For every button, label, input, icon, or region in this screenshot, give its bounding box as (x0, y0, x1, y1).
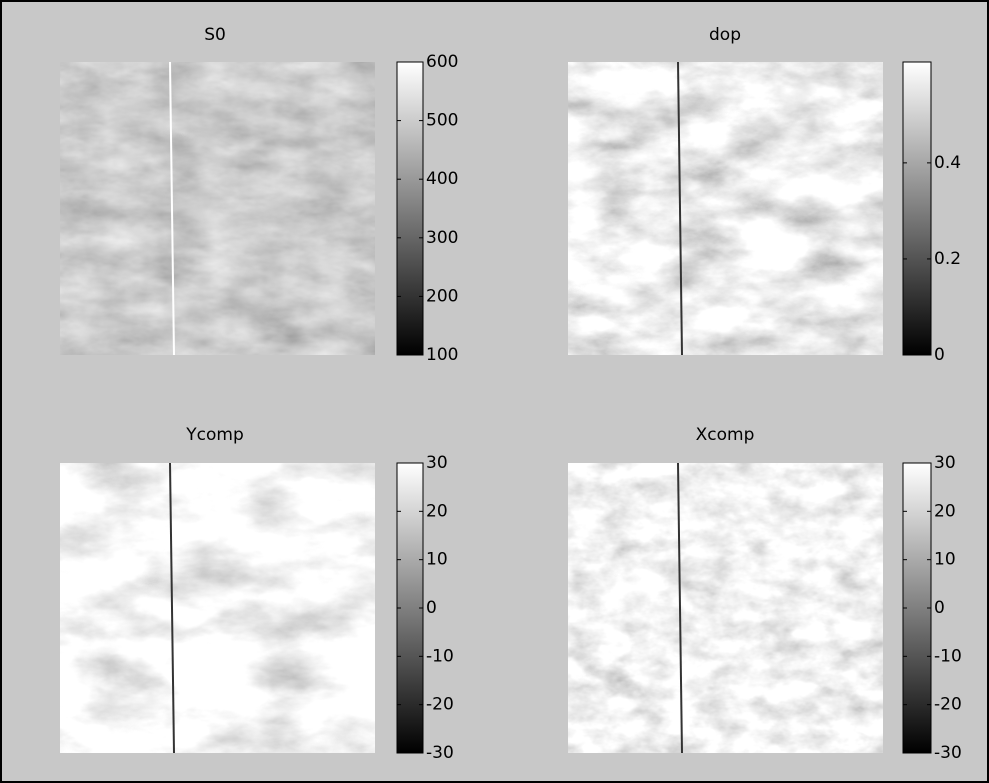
image (568, 463, 883, 753)
colorbar-tick-label: 30 (934, 453, 956, 473)
panel-title: Xcomp (696, 425, 755, 445)
colorbar-tick-label: 400 (426, 169, 458, 189)
colorbar-tick-label: 0.4 (934, 153, 961, 173)
panel-title: Ycomp (185, 425, 243, 445)
image (60, 62, 375, 355)
image (568, 62, 883, 355)
figure: S0100200300400500600dop00.20.4Ycomp-30-2… (0, 0, 989, 783)
colorbar-tick-label: 0 (934, 345, 945, 365)
colorbar (397, 62, 423, 355)
colorbar-tick-label: 10 (426, 550, 448, 570)
page: S0100200300400500600dop00.20.4Ycomp-30-2… (0, 0, 989, 783)
colorbar-tick-label: 30 (426, 453, 448, 473)
colorbar-tick-label: 0.2 (934, 249, 961, 269)
colorbar-tick-label: 600 (426, 52, 458, 72)
colorbar-tick-label: 300 (426, 228, 458, 248)
panel-title: dop (709, 25, 741, 45)
colorbar (903, 463, 931, 753)
colorbar-tick-label: 500 (426, 111, 458, 131)
colorbar-tick-label: -20 (934, 695, 962, 715)
colorbar-tick-label: -20 (426, 695, 454, 715)
colorbar-tick-label: -10 (934, 646, 962, 666)
colorbar-tick-label: -30 (934, 743, 962, 763)
colorbar-tick-label: -10 (426, 646, 454, 666)
colorbar-tick-label: 10 (934, 550, 956, 570)
colorbar-tick-label: -30 (426, 743, 454, 763)
colorbar-tick-label: 200 (426, 286, 458, 306)
colorbar-tick-label: 100 (426, 345, 458, 365)
colorbar (903, 62, 931, 355)
image (60, 463, 375, 753)
panel-title: S0 (204, 25, 226, 45)
colorbar-tick-label: 0 (426, 598, 437, 618)
colorbar-tick-label: 20 (934, 501, 956, 521)
colorbar-tick-label: 20 (426, 501, 448, 521)
colorbar-tick-label: 0 (934, 598, 945, 618)
